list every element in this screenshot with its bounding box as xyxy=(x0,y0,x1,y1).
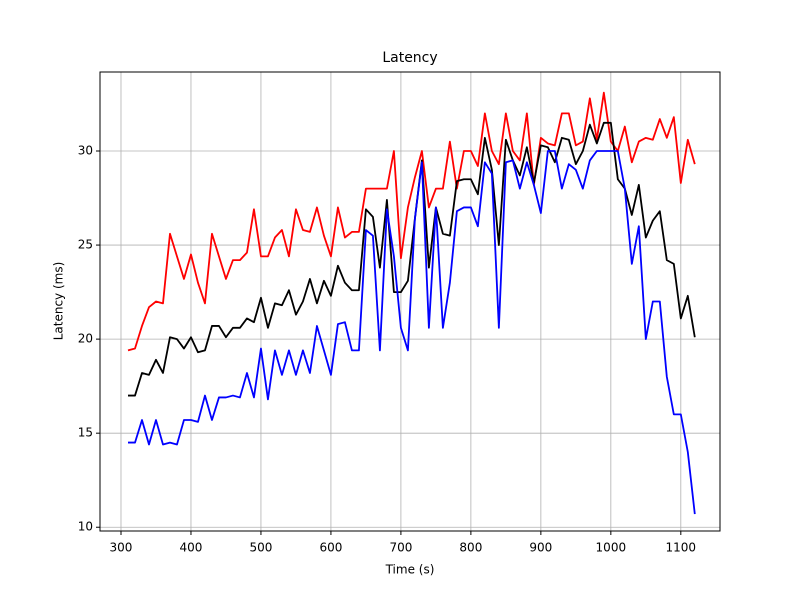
y-tick-label: 15 xyxy=(78,426,93,440)
x-tick-label: 600 xyxy=(319,541,342,555)
plot-frame xyxy=(99,71,721,532)
y-tick-label: 30 xyxy=(78,144,93,158)
y-tick-label: 10 xyxy=(78,520,93,534)
series-line xyxy=(127,121,696,397)
x-tick-label: 800 xyxy=(459,541,482,555)
x-tick-label: 500 xyxy=(249,541,272,555)
x-tick-label: 700 xyxy=(389,541,412,555)
y-axis-label: Latency (ms) xyxy=(52,262,66,341)
y-tick-label: 25 xyxy=(78,238,93,252)
series-line xyxy=(127,150,696,515)
chart-title: Latency xyxy=(382,50,437,66)
x-tick-label: 1000 xyxy=(596,541,627,555)
x-tick-label: 300 xyxy=(110,541,133,555)
x-axis-label: Time (s) xyxy=(385,563,435,577)
series-line xyxy=(127,91,696,352)
y-tick-label: 20 xyxy=(78,332,93,346)
x-tick-label: 900 xyxy=(529,541,552,555)
x-tick-label: 400 xyxy=(180,541,203,555)
x-tick-label: 1100 xyxy=(666,541,697,555)
